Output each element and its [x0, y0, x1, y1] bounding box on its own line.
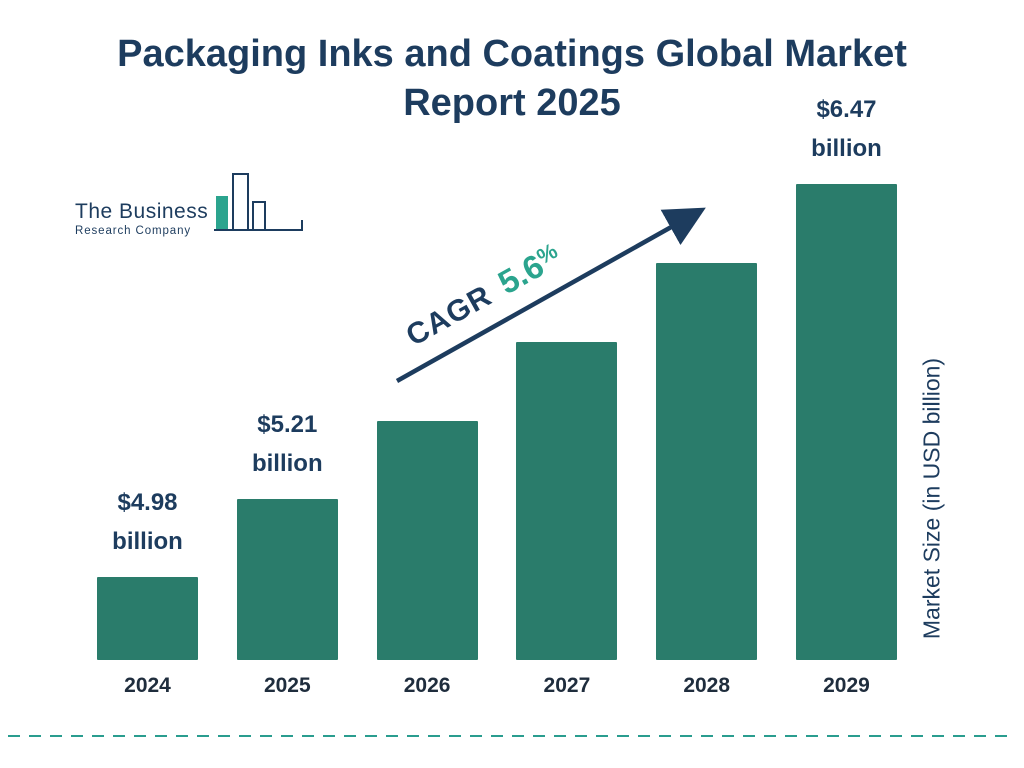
- bar-column-2028: 2028: [656, 263, 758, 698]
- bar-value-label: $6.47 billion: [811, 96, 882, 162]
- bar-column-2027: 2027: [516, 342, 618, 698]
- bar-value-label: $5.21 billion: [251, 411, 323, 477]
- bar-chart: $4.98 billion 2024 $5.21 billion 2025 2026 2027…: [97, 60, 897, 698]
- bottom-dashed-divider: [8, 735, 1016, 737]
- bar-column-2029: $6.47 billion 2029: [795, 91, 897, 698]
- logo-subname: Research Company: [75, 225, 192, 237]
- y-axis-label: Market Size (in USD billion): [918, 357, 945, 640]
- x-axis-label: 2025: [263, 674, 311, 697]
- x-axis-label: 2027: [543, 674, 591, 697]
- x-axis-label: 2029: [823, 674, 870, 697]
- bar-2029: [795, 184, 897, 660]
- x-axis-label: 2028: [683, 674, 731, 697]
- x-axis-label: 2024: [124, 674, 171, 697]
- bar-value-label: $4.98 billion: [112, 489, 183, 555]
- company-logo: The Business Research Company: [75, 173, 306, 241]
- bar-2028: [656, 263, 758, 660]
- x-axis-label: 2026: [403, 674, 451, 697]
- bar-column-2026: 2026: [376, 421, 478, 698]
- bar-column-2024: $4.98 billion 2024: [97, 484, 198, 698]
- cagr-trend-arrow-icon: [395, 207, 706, 383]
- logo-name: The Business: [75, 200, 209, 223]
- bar-column-2025: $5.21 billion 2025: [236, 406, 338, 698]
- bar-2025: [236, 499, 338, 660]
- page-title: Packaging Inks and Coatings Global Marke…: [117, 33, 907, 124]
- bar-2024: [97, 577, 198, 660]
- logo-bar-chart-icon: [214, 172, 306, 241]
- bar-2026: [376, 421, 478, 660]
- logo-text: The Business Research Company: [75, 200, 208, 237]
- bar-2027: [516, 342, 618, 660]
